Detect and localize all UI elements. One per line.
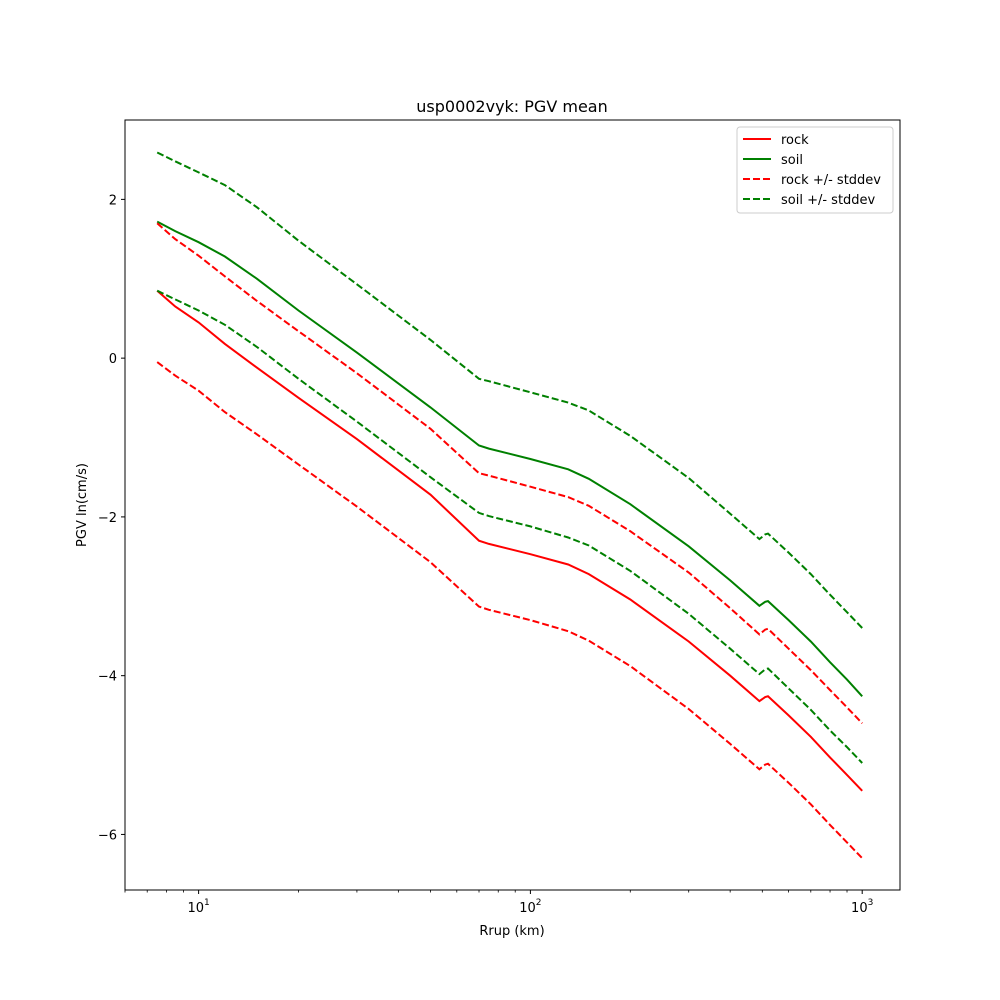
legend-label: soil +/- stddev [781, 193, 876, 208]
y-tick-label: 2 [109, 193, 117, 208]
series-line-2 [156, 222, 863, 724]
legend-label: rock [781, 133, 809, 148]
y-tick-label: −4 [98, 670, 117, 685]
y-tick-label: −6 [98, 828, 117, 843]
series-layer [156, 151, 863, 859]
series-line-1 [156, 220, 863, 697]
x-tick-label: 101 [187, 898, 209, 916]
legend: rock soil rock +/- stddev soil +/- stddev [736, 126, 894, 214]
x-tick-label: 103 [851, 898, 873, 916]
chart-title: usp0002vyk: PGV mean [416, 97, 607, 116]
series-line-5 [156, 289, 863, 764]
y-axis-label: PGV ln(cm/s) [75, 463, 90, 547]
series-line-0 [156, 289, 863, 792]
y-axis-ticks: 2 0 −2 −4 −6 [98, 193, 125, 843]
x-tick-label: 102 [519, 898, 541, 916]
legend-label: rock +/- stddev [781, 173, 881, 188]
y-tick-label: −2 [98, 511, 117, 526]
plot-area [125, 120, 900, 890]
plot-frame [124, 119, 901, 891]
legend-box [736, 126, 894, 214]
x-axis-ticks: 101 102 103 [124, 890, 873, 916]
legend-label: soil [781, 153, 803, 168]
series-line-4 [156, 151, 863, 629]
y-tick-label: 0 [109, 352, 117, 367]
x-axis-label: Rrup (km) [479, 924, 544, 939]
series-line-3 [156, 361, 863, 859]
